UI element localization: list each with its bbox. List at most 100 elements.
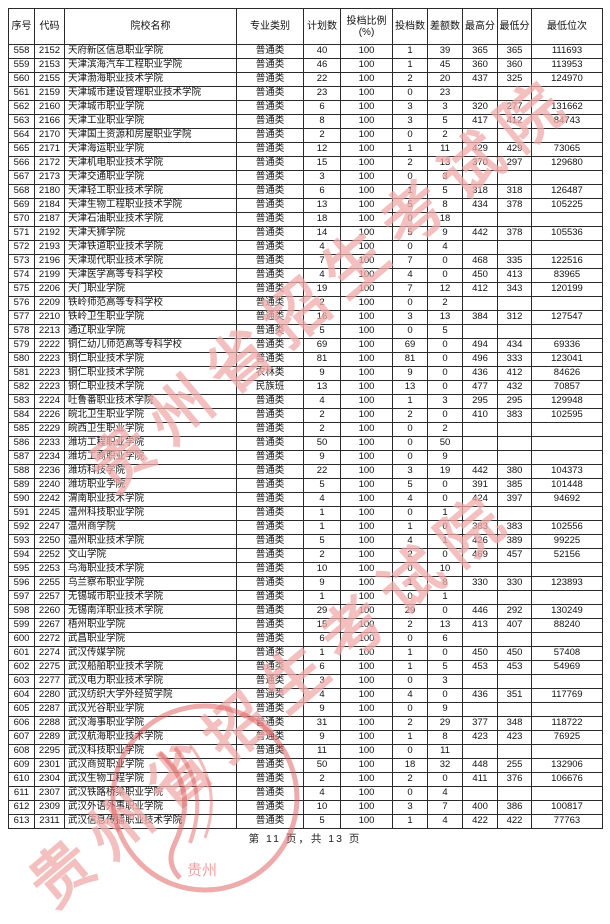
cell-max-score xyxy=(462,296,498,311)
cell-min-rank: 111693 xyxy=(531,44,603,59)
cell-min-score xyxy=(497,170,532,185)
cell-shortfall-count: 11 xyxy=(427,744,463,759)
cell-category: 普通类 xyxy=(236,352,304,367)
cell-plan-count: 16 xyxy=(303,310,341,325)
cell-ratio: 100 xyxy=(340,758,393,773)
cell-plan-count: 13 xyxy=(303,198,341,213)
cell-min-score: 422 xyxy=(497,814,532,829)
cell-serial: 604 xyxy=(8,688,35,703)
header-min-rank: 最低位次 xyxy=(531,8,603,45)
cell-min-score: 325 xyxy=(497,72,532,87)
cell-ratio: 100 xyxy=(340,520,393,535)
cell-max-score: 477 xyxy=(462,380,498,395)
cell-institution: 天津天狮学院 xyxy=(64,226,237,241)
cell-shortfall-count: 19 xyxy=(427,464,463,479)
cell-plan-count: 9 xyxy=(303,576,341,591)
cell-shortfall-count: 3 xyxy=(427,100,463,115)
cell-serial: 600 xyxy=(8,632,35,647)
cell-institution: 天津医学高等专科学校 xyxy=(64,268,237,283)
cell-plan-count: 81 xyxy=(303,352,341,367)
cell-min-rank xyxy=(531,86,603,101)
cell-min-score: 429 xyxy=(497,142,532,157)
cell-serial: 569 xyxy=(8,198,35,213)
cell-code: 2223 xyxy=(34,352,65,367)
cell-min-rank: 113953 xyxy=(531,58,603,73)
cell-plan-count: 31 xyxy=(303,716,341,731)
cell-institution: 武汉传媒学院 xyxy=(64,646,237,661)
cell-institution: 潍坊科技学院 xyxy=(64,464,237,479)
cell-admitted-count: 1 xyxy=(392,44,428,59)
cell-plan-count: 6 xyxy=(303,632,341,647)
cell-min-rank xyxy=(531,506,603,521)
cell-plan-count: 4 xyxy=(303,492,341,507)
cell-shortfall-count: 0 xyxy=(427,646,463,661)
cell-max-score: 318 xyxy=(462,184,498,199)
cell-min-rank: 102595 xyxy=(531,408,603,423)
table-row: 596 2255 乌兰察布职业学院 普通类 9 100 1 8 330 330 … xyxy=(8,576,603,591)
cell-min-rank: 73065 xyxy=(531,142,603,157)
cell-institution: 武汉科技职业学院 xyxy=(64,744,237,759)
cell-min-score xyxy=(497,450,532,465)
cell-ratio: 100 xyxy=(340,688,393,703)
cell-min-rank xyxy=(531,590,603,605)
cell-code: 2287 xyxy=(34,702,65,717)
cell-code: 2304 xyxy=(34,772,65,787)
cell-plan-count: 9 xyxy=(303,450,341,465)
cell-min-score: 434 xyxy=(497,338,532,353)
cell-code: 2180 xyxy=(34,184,65,199)
cell-institution: 铜仁职业技术学院 xyxy=(64,366,237,381)
cell-plan-count: 3 xyxy=(303,170,341,185)
cell-institution: 天津生物工程职业技术学院 xyxy=(64,198,237,213)
table-row: 594 2252 文山学院 普通类 2 100 2 0 469 457 5215… xyxy=(8,548,603,563)
cell-category: 普通类 xyxy=(236,548,304,563)
cell-plan-count: 6 xyxy=(303,660,341,675)
cell-shortfall-count: 3 xyxy=(427,674,463,689)
cell-min-score: 297 xyxy=(497,156,532,171)
cell-min-score: 383 xyxy=(497,408,532,423)
cell-min-score xyxy=(497,562,532,577)
cell-serial: 578 xyxy=(8,324,35,339)
cell-plan-count: 15 xyxy=(303,156,341,171)
table-row: 603 2277 武汉电力职业技术学院 普通类 3 100 0 3 xyxy=(8,674,603,689)
cell-serial: 579 xyxy=(8,338,35,353)
cell-shortfall-count: 0 xyxy=(427,268,463,283)
cell-max-score: 360 xyxy=(462,58,498,73)
cell-admitted-count: 0 xyxy=(392,562,428,577)
cell-institution: 天津滨海汽车工程职业学院 xyxy=(64,58,237,73)
cell-shortfall-count: 0 xyxy=(427,548,463,563)
table-row: 577 2210 铁岭卫生职业学院 普通类 16 100 3 13 384 31… xyxy=(8,310,603,325)
cell-shortfall-count: 5 xyxy=(427,184,463,199)
cell-max-score xyxy=(462,436,498,451)
cell-min-score: 333 xyxy=(497,352,532,367)
cell-institution: 武汉电力职业技术学院 xyxy=(64,674,237,689)
cell-min-rank xyxy=(531,170,603,185)
table-row: 565 2171 天津海运职业学院 普通类 12 100 1 11 429 42… xyxy=(8,142,603,157)
cell-code: 2160 xyxy=(34,100,65,115)
cell-admitted-count: 0 xyxy=(392,86,428,101)
table-body: 558 2152 天府新区信息职业学院 普通类 40 100 1 39 365 … xyxy=(8,44,603,829)
cell-max-score: 377 xyxy=(462,716,498,731)
cell-category: 普通类 xyxy=(236,492,304,507)
cell-min-score: 365 xyxy=(497,44,532,59)
cell-category: 普通类 xyxy=(236,674,304,689)
cell-admitted-count: 1 xyxy=(392,520,428,535)
cell-code: 2193 xyxy=(34,240,65,255)
cell-ratio: 100 xyxy=(340,324,393,339)
cell-admitted-count: 2 xyxy=(392,408,428,423)
cell-category: 普通类 xyxy=(236,268,304,283)
cell-max-score xyxy=(462,450,498,465)
cell-admitted-count: 1 xyxy=(392,660,428,675)
cell-serial: 560 xyxy=(8,72,35,87)
cell-min-score xyxy=(497,632,532,647)
table-row: 585 2229 皖西卫生职业学院 普通类 2 100 0 2 xyxy=(8,422,603,437)
table-row: 602 2275 武汉船舶职业技术学院 普通类 6 100 1 5 453 45… xyxy=(8,660,603,675)
cell-max-score xyxy=(462,86,498,101)
cell-min-rank: 88240 xyxy=(531,618,603,633)
cell-code: 2272 xyxy=(34,632,65,647)
cell-category: 普通类 xyxy=(236,478,304,493)
cell-code: 2250 xyxy=(34,534,65,549)
cell-code: 2223 xyxy=(34,366,65,381)
cell-shortfall-count: 1 xyxy=(427,506,463,521)
cell-code: 2295 xyxy=(34,744,65,759)
cell-max-score: 423 xyxy=(462,730,498,745)
